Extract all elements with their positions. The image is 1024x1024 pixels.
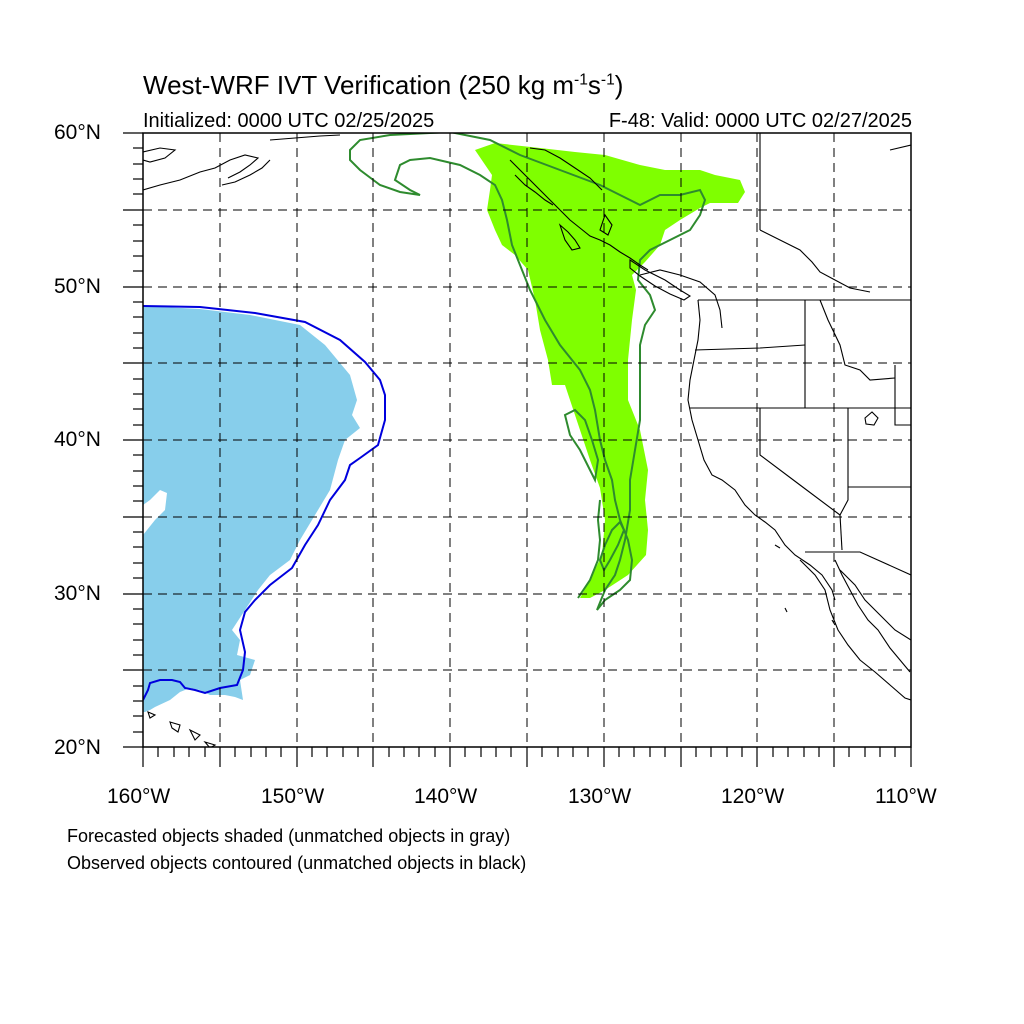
lon-label-160w: 160°W: [107, 785, 171, 808]
lon-label-150w: 150°W: [261, 785, 325, 808]
map-title: West-WRF IVT Verification (250 kg m-1s-1…: [143, 70, 624, 100]
observed-object-green: [349, 133, 707, 611]
observed-object-blue: [143, 305, 386, 701]
coastlines: [143, 133, 911, 747]
lat-label-30n: 30°N: [54, 582, 101, 605]
lat-label-60n: 60°N: [54, 121, 101, 144]
lon-label-120w: 120°W: [721, 785, 785, 808]
valid-time-subtitle: F-48: Valid: 0000 UTC 02/27/2025: [608, 110, 912, 132]
forecast-note: Forecasted objects shaded (unmatched obj…: [67, 826, 511, 846]
forecast-object-blue: [143, 306, 360, 712]
lat-label-40n: 40°N: [54, 428, 101, 451]
lon-label-130w: 130°W: [568, 785, 632, 808]
initialized-subtitle: Initialized: 0000 UTC 02/25/2025: [143, 110, 435, 132]
lon-label-140w: 140°W: [414, 785, 478, 808]
lat-label-20n: 20°N: [54, 736, 101, 759]
lon-label-110w: 110°W: [875, 785, 937, 808]
observed-object-green-inner: [563, 408, 626, 573]
lat-label-50n: 50°N: [54, 275, 101, 298]
axis-ticks: [123, 132, 912, 767]
observed-note: Observed objects contoured (unmatched ob…: [67, 853, 527, 873]
forecast-object-green: [475, 143, 745, 598]
lat-lon-grid: [143, 133, 911, 747]
